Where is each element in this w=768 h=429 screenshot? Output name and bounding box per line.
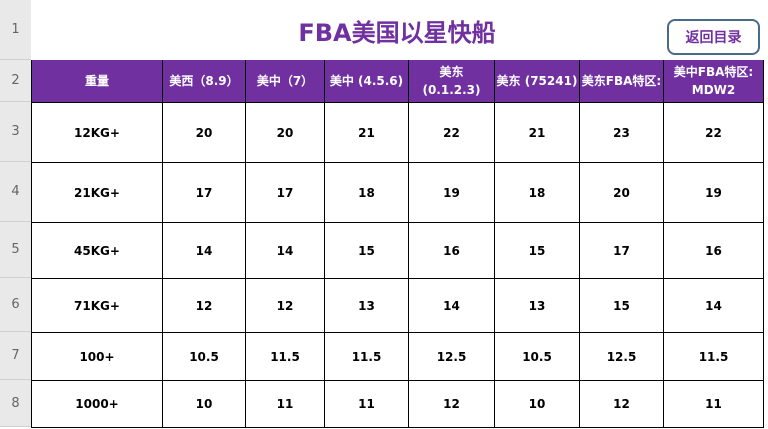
column-header[interactable]: 美西（8.9） xyxy=(162,60,246,103)
price-cell[interactable]: 17 xyxy=(245,162,325,223)
back-to-index-button[interactable]: 返回目录 xyxy=(667,19,760,55)
price-cell[interactable]: 14 xyxy=(408,278,495,333)
weight-cell[interactable]: 21KG+ xyxy=(31,162,163,223)
table-row: 45KG+ 14 14 15 16 15 17 16 xyxy=(31,222,764,279)
price-cell[interactable]: 20 xyxy=(245,102,325,163)
price-cell[interactable]: 10 xyxy=(494,380,580,428)
price-cell[interactable]: 16 xyxy=(663,222,764,279)
price-cell[interactable]: 20 xyxy=(162,102,246,163)
price-cell[interactable]: 12 xyxy=(579,380,664,428)
price-cell[interactable]: 21 xyxy=(324,102,409,163)
price-cell[interactable]: 11 xyxy=(324,380,409,428)
weight-cell[interactable]: 1000+ xyxy=(31,380,163,428)
price-cell[interactable]: 11.5 xyxy=(245,332,325,381)
row-header[interactable]: 8 xyxy=(0,380,31,427)
price-cell[interactable]: 13 xyxy=(324,278,409,333)
row-header[interactable]: 6 xyxy=(0,278,31,332)
price-cell[interactable]: 17 xyxy=(579,222,664,279)
price-cell[interactable]: 18 xyxy=(494,162,580,223)
price-cell[interactable]: 22 xyxy=(408,102,495,163)
column-header[interactable]: 美中 (4.5.6) xyxy=(324,60,409,103)
column-header[interactable]: 美东FBA特区: xyxy=(579,60,664,103)
column-header[interactable]: 美中FBA特区: MDW2 xyxy=(663,60,764,103)
table-row: 12KG+ 20 20 21 22 21 23 22 xyxy=(31,102,764,163)
column-header[interactable]: 重量 xyxy=(31,60,163,103)
weight-cell[interactable]: 45KG+ xyxy=(31,222,163,279)
price-cell[interactable]: 10 xyxy=(162,380,246,428)
price-cell[interactable]: 15 xyxy=(579,278,664,333)
price-cell[interactable]: 12 xyxy=(408,380,495,428)
table-row: 1000+ 10 11 11 12 10 12 11 xyxy=(31,380,764,428)
header-row: 重量 美西（8.9） 美中（7） 美中 (4.5.6) 美东 (0.1.2.3) 美东 (… xyxy=(31,60,764,103)
column-header[interactable]: 美东 (0.1.2.3) xyxy=(408,60,495,103)
price-cell[interactable]: 11.5 xyxy=(324,332,409,381)
price-cell[interactable]: 11 xyxy=(245,380,325,428)
price-cell[interactable]: 14 xyxy=(245,222,325,279)
row-header[interactable]: 3 xyxy=(0,102,31,162)
table-row: 21KG+ 17 17 18 19 18 20 19 xyxy=(31,162,764,223)
price-table: 重量 美西（8.9） 美中（7） 美中 (4.5.6) 美东 (0.1.2.3) 美东 (… xyxy=(31,60,764,428)
weight-cell[interactable]: 100+ xyxy=(31,332,163,381)
row-header[interactable]: 7 xyxy=(0,332,31,380)
table-row: 71KG+ 12 12 13 14 13 15 14 xyxy=(31,278,764,333)
price-cell[interactable]: 12 xyxy=(245,278,325,333)
weight-cell[interactable]: 12KG+ xyxy=(31,102,163,163)
price-cell[interactable]: 11 xyxy=(663,380,764,428)
price-cell[interactable]: 19 xyxy=(408,162,495,223)
price-cell[interactable]: 12.5 xyxy=(408,332,495,381)
price-cell[interactable]: 16 xyxy=(408,222,495,279)
table-row: 100+ 10.5 11.5 11.5 12.5 10.5 12.5 11.5 xyxy=(31,332,764,381)
price-cell[interactable]: 20 xyxy=(579,162,664,223)
price-cell[interactable]: 17 xyxy=(162,162,246,223)
price-cell[interactable]: 13 xyxy=(494,278,580,333)
price-cell[interactable]: 19 xyxy=(663,162,764,223)
price-cell[interactable]: 15 xyxy=(324,222,409,279)
sheet-title: FBA美国以星快船 xyxy=(298,18,496,47)
column-header[interactable]: 美中（7） xyxy=(245,60,325,103)
row-header[interactable]: 1 xyxy=(0,0,31,60)
price-cell[interactable]: 14 xyxy=(162,222,246,279)
price-cell[interactable]: 22 xyxy=(663,102,764,163)
price-cell[interactable]: 12 xyxy=(162,278,246,333)
price-cell[interactable]: 18 xyxy=(324,162,409,223)
price-cell[interactable]: 11.5 xyxy=(663,332,764,381)
row-header[interactable]: 4 xyxy=(0,162,31,222)
price-cell[interactable]: 12.5 xyxy=(579,332,664,381)
price-cell[interactable]: 10.5 xyxy=(494,332,580,381)
price-cell[interactable]: 23 xyxy=(579,102,664,163)
weight-cell[interactable]: 71KG+ xyxy=(31,278,163,333)
column-header[interactable]: 美东 (75241) xyxy=(494,60,580,103)
row-header[interactable]: 5 xyxy=(0,222,31,278)
price-cell[interactable]: 15 xyxy=(494,222,580,279)
price-cell[interactable]: 14 xyxy=(663,278,764,333)
row-header[interactable]: 2 xyxy=(0,60,31,102)
price-cell[interactable]: 10.5 xyxy=(162,332,246,381)
price-cell[interactable]: 21 xyxy=(494,102,580,163)
